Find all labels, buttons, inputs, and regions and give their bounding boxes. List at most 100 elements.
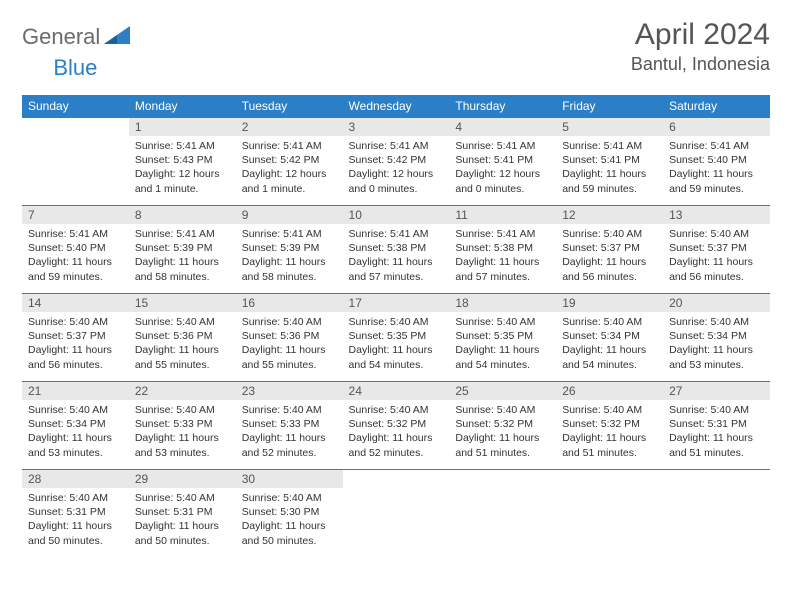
day-details: Sunrise: 5:41 AMSunset: 5:41 PMDaylight:… xyxy=(449,136,556,202)
day-number: 11 xyxy=(449,205,556,224)
day-number: 8 xyxy=(129,205,236,224)
calendar-body: 1Sunrise: 5:41 AMSunset: 5:43 PMDaylight… xyxy=(22,117,770,557)
calendar-day-cell: 25Sunrise: 5:40 AMSunset: 5:32 PMDayligh… xyxy=(449,381,556,469)
calendar-day-cell xyxy=(556,469,663,557)
weekday-header: Saturday xyxy=(663,95,770,117)
calendar-day-cell xyxy=(343,469,450,557)
day-details: Sunrise: 5:41 AMSunset: 5:43 PMDaylight:… xyxy=(129,136,236,202)
calendar-day-cell: 9Sunrise: 5:41 AMSunset: 5:39 PMDaylight… xyxy=(236,205,343,293)
month-year: April 2024 xyxy=(631,18,770,52)
weekday-header: Thursday xyxy=(449,95,556,117)
location: Bantul, Indonesia xyxy=(631,54,770,75)
brand-part2: Blue xyxy=(53,55,97,81)
day-number: 6 xyxy=(663,117,770,136)
calendar-week-row: 7Sunrise: 5:41 AMSunset: 5:40 PMDaylight… xyxy=(22,205,770,293)
day-number: 21 xyxy=(22,381,129,400)
day-number: 17 xyxy=(343,293,450,312)
day-number: 26 xyxy=(556,381,663,400)
calendar-day-cell: 20Sunrise: 5:40 AMSunset: 5:34 PMDayligh… xyxy=(663,293,770,381)
calendar-day-cell: 14Sunrise: 5:40 AMSunset: 5:37 PMDayligh… xyxy=(22,293,129,381)
day-details: Sunrise: 5:40 AMSunset: 5:37 PMDaylight:… xyxy=(556,224,663,290)
day-number: 14 xyxy=(22,293,129,312)
day-number: 9 xyxy=(236,205,343,224)
day-details: Sunrise: 5:41 AMSunset: 5:39 PMDaylight:… xyxy=(129,224,236,290)
weekday-header: Sunday xyxy=(22,95,129,117)
day-details: Sunrise: 5:40 AMSunset: 5:30 PMDaylight:… xyxy=(236,488,343,554)
calendar-day-cell xyxy=(663,469,770,557)
day-number: 23 xyxy=(236,381,343,400)
calendar-day-cell xyxy=(449,469,556,557)
weekday-header: Wednesday xyxy=(343,95,450,117)
calendar-day-cell: 4Sunrise: 5:41 AMSunset: 5:41 PMDaylight… xyxy=(449,117,556,205)
day-number: 12 xyxy=(556,205,663,224)
calendar-day-cell: 7Sunrise: 5:41 AMSunset: 5:40 PMDaylight… xyxy=(22,205,129,293)
calendar-week-row: 1Sunrise: 5:41 AMSunset: 5:43 PMDaylight… xyxy=(22,117,770,205)
day-details: Sunrise: 5:40 AMSunset: 5:35 PMDaylight:… xyxy=(343,312,450,378)
weekday-header: Friday xyxy=(556,95,663,117)
empty-day xyxy=(343,469,450,487)
day-details: Sunrise: 5:40 AMSunset: 5:31 PMDaylight:… xyxy=(663,400,770,466)
day-details: Sunrise: 5:40 AMSunset: 5:34 PMDaylight:… xyxy=(22,400,129,466)
day-number: 7 xyxy=(22,205,129,224)
day-number: 3 xyxy=(343,117,450,136)
calendar-day-cell: 17Sunrise: 5:40 AMSunset: 5:35 PMDayligh… xyxy=(343,293,450,381)
calendar-day-cell: 22Sunrise: 5:40 AMSunset: 5:33 PMDayligh… xyxy=(129,381,236,469)
day-details: Sunrise: 5:40 AMSunset: 5:37 PMDaylight:… xyxy=(663,224,770,290)
empty-day xyxy=(22,117,129,135)
calendar-day-cell: 1Sunrise: 5:41 AMSunset: 5:43 PMDaylight… xyxy=(129,117,236,205)
brand-triangle-icon xyxy=(104,26,130,49)
calendar-day-cell: 3Sunrise: 5:41 AMSunset: 5:42 PMDaylight… xyxy=(343,117,450,205)
calendar-day-cell: 18Sunrise: 5:40 AMSunset: 5:35 PMDayligh… xyxy=(449,293,556,381)
day-number: 2 xyxy=(236,117,343,136)
day-details: Sunrise: 5:40 AMSunset: 5:34 PMDaylight:… xyxy=(663,312,770,378)
day-details: Sunrise: 5:41 AMSunset: 5:40 PMDaylight:… xyxy=(663,136,770,202)
day-details: Sunrise: 5:41 AMSunset: 5:38 PMDaylight:… xyxy=(449,224,556,290)
calendar-day-cell: 10Sunrise: 5:41 AMSunset: 5:38 PMDayligh… xyxy=(343,205,450,293)
calendar-day-cell: 29Sunrise: 5:40 AMSunset: 5:31 PMDayligh… xyxy=(129,469,236,557)
day-number: 29 xyxy=(129,469,236,488)
day-details: Sunrise: 5:40 AMSunset: 5:36 PMDaylight:… xyxy=(129,312,236,378)
day-number: 18 xyxy=(449,293,556,312)
calendar-week-row: 21Sunrise: 5:40 AMSunset: 5:34 PMDayligh… xyxy=(22,381,770,469)
day-details: Sunrise: 5:40 AMSunset: 5:34 PMDaylight:… xyxy=(556,312,663,378)
calendar-day-cell: 19Sunrise: 5:40 AMSunset: 5:34 PMDayligh… xyxy=(556,293,663,381)
day-number: 27 xyxy=(663,381,770,400)
calendar-day-cell: 28Sunrise: 5:40 AMSunset: 5:31 PMDayligh… xyxy=(22,469,129,557)
day-number: 20 xyxy=(663,293,770,312)
day-number: 5 xyxy=(556,117,663,136)
calendar-day-cell: 11Sunrise: 5:41 AMSunset: 5:38 PMDayligh… xyxy=(449,205,556,293)
calendar-day-cell: 27Sunrise: 5:40 AMSunset: 5:31 PMDayligh… xyxy=(663,381,770,469)
day-number: 28 xyxy=(22,469,129,488)
calendar-day-cell: 13Sunrise: 5:40 AMSunset: 5:37 PMDayligh… xyxy=(663,205,770,293)
day-number: 24 xyxy=(343,381,450,400)
calendar-header-row: SundayMondayTuesdayWednesdayThursdayFrid… xyxy=(22,95,770,117)
day-details: Sunrise: 5:40 AMSunset: 5:31 PMDaylight:… xyxy=(129,488,236,554)
calendar-day-cell: 8Sunrise: 5:41 AMSunset: 5:39 PMDaylight… xyxy=(129,205,236,293)
day-number: 19 xyxy=(556,293,663,312)
calendar-table: SundayMondayTuesdayWednesdayThursdayFrid… xyxy=(22,95,770,557)
day-number: 25 xyxy=(449,381,556,400)
empty-day xyxy=(449,469,556,487)
weekday-header: Monday xyxy=(129,95,236,117)
day-details: Sunrise: 5:41 AMSunset: 5:38 PMDaylight:… xyxy=(343,224,450,290)
weekday-header: Tuesday xyxy=(236,95,343,117)
day-details: Sunrise: 5:40 AMSunset: 5:36 PMDaylight:… xyxy=(236,312,343,378)
day-number: 13 xyxy=(663,205,770,224)
day-details: Sunrise: 5:41 AMSunset: 5:40 PMDaylight:… xyxy=(22,224,129,290)
calendar-day-cell: 26Sunrise: 5:40 AMSunset: 5:32 PMDayligh… xyxy=(556,381,663,469)
brand-part1: General xyxy=(22,24,100,50)
calendar-day-cell xyxy=(22,117,129,205)
day-details: Sunrise: 5:40 AMSunset: 5:33 PMDaylight:… xyxy=(236,400,343,466)
calendar-day-cell: 2Sunrise: 5:41 AMSunset: 5:42 PMDaylight… xyxy=(236,117,343,205)
calendar-week-row: 28Sunrise: 5:40 AMSunset: 5:31 PMDayligh… xyxy=(22,469,770,557)
day-number: 22 xyxy=(129,381,236,400)
calendar-day-cell: 6Sunrise: 5:41 AMSunset: 5:40 PMDaylight… xyxy=(663,117,770,205)
day-details: Sunrise: 5:40 AMSunset: 5:31 PMDaylight:… xyxy=(22,488,129,554)
calendar-day-cell: 21Sunrise: 5:40 AMSunset: 5:34 PMDayligh… xyxy=(22,381,129,469)
day-number: 10 xyxy=(343,205,450,224)
day-number: 30 xyxy=(236,469,343,488)
day-details: Sunrise: 5:41 AMSunset: 5:42 PMDaylight:… xyxy=(236,136,343,202)
brand-logo: General xyxy=(22,18,132,50)
day-details: Sunrise: 5:40 AMSunset: 5:35 PMDaylight:… xyxy=(449,312,556,378)
calendar-day-cell: 30Sunrise: 5:40 AMSunset: 5:30 PMDayligh… xyxy=(236,469,343,557)
